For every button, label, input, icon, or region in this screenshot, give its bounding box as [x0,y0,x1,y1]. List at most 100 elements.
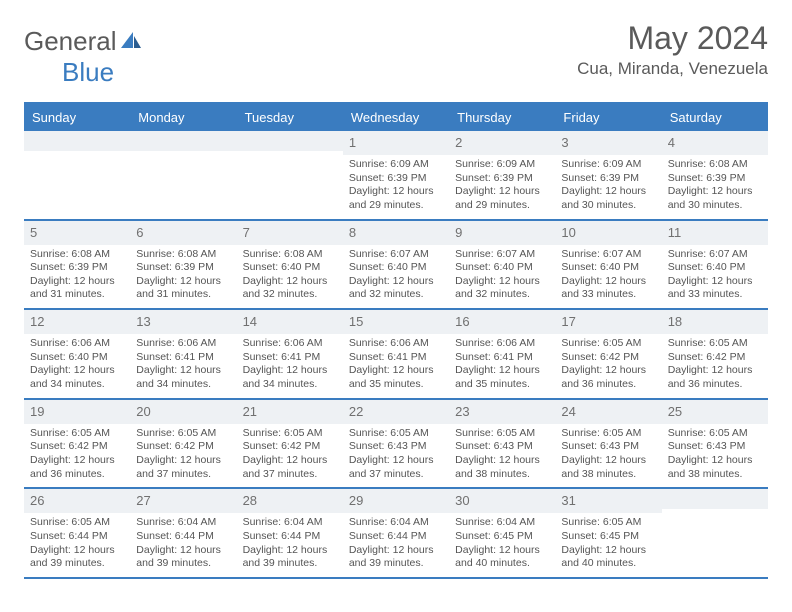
sunset-text: Sunset: 6:40 PM [561,261,655,275]
cell-info: Sunrise: 6:04 AMSunset: 6:44 PMDaylight:… [237,513,343,577]
week-row: 19 Sunrise: 6:05 AMSunset: 6:42 PMDayligh… [24,400,768,490]
daylight-text: Daylight: 12 hours and 37 minutes. [243,454,337,481]
daylight-text: Daylight: 12 hours and 30 minutes. [561,185,655,212]
day-number: 27 [136,493,150,508]
calendar-cell: 18 Sunrise: 6:05 AMSunset: 6:42 PMDayligh… [662,310,768,398]
calendar-cell: 28Sunrise: 6:04 AMSunset: 6:44 PMDayligh… [237,489,343,577]
daynum-row: 26 [24,489,130,513]
day-number: 19 [30,404,44,419]
day-number: 3 [561,135,568,150]
cell-info: Sunrise: 6:05 AMSunset: 6:42 PMDaylight:… [662,334,768,398]
cell-info: Sunrise: 6:04 AMSunset: 6:44 PMDaylight:… [343,513,449,577]
calendar-cell: 6Sunrise: 6:08 AMSunset: 6:39 PMDaylight… [130,221,236,309]
calendar-cell: 7Sunrise: 6:08 AMSunset: 6:40 PMDaylight… [237,221,343,309]
day-number: 30 [455,493,469,508]
daylight-text: Daylight: 12 hours and 32 minutes. [243,275,337,302]
daynum-row [24,131,130,151]
calendar-cell: 22Sunrise: 6:05 AMSunset: 6:43 PMDayligh… [343,400,449,488]
cell-info: Sunrise: 6:05 AMSunset: 6:43 PMDaylight:… [343,424,449,488]
cell-info: Sunrise: 6:04 AMSunset: 6:44 PMDaylight:… [130,513,236,577]
day-header: Thursday [449,104,555,131]
sunrise-text: Sunrise: 6:08 AM [243,248,337,262]
daylight-text: Daylight: 12 hours and 34 minutes. [30,364,124,391]
logo-text-2: Blue [62,57,114,87]
sunrise-text: Sunrise: 6:04 AM [455,516,549,530]
daynum-row: 31 [555,489,661,513]
calendar-cell: 24Sunrise: 6:05 AMSunset: 6:43 PMDayligh… [555,400,661,488]
day-number: 8 [349,225,356,240]
day-number: 21 [243,404,257,419]
daylight-text: Daylight: 12 hours and 32 minutes. [455,275,549,302]
sunset-text: Sunset: 6:40 PM [30,351,124,365]
day-number: 18 [668,314,682,329]
daylight-text: Daylight: 12 hours and 38 minutes. [668,454,762,481]
daynum-row: 17 [555,310,661,334]
daynum-row: 14 [237,310,343,334]
daynum-row: 19 [24,400,130,424]
day-number: 31 [561,493,575,508]
sunrise-text: Sunrise: 6:06 AM [243,337,337,351]
sunrise-text: Sunrise: 6:05 AM [349,427,443,441]
calendar: Sunday Monday Tuesday Wednesday Thursday… [24,102,768,579]
calendar-cell: 23Sunrise: 6:05 AMSunset: 6:43 PMDayligh… [449,400,555,488]
daynum-row: 23 [449,400,555,424]
daylight-text: Daylight: 12 hours and 29 minutes. [455,185,549,212]
calendar-cell: 1Sunrise: 6:09 AMSunset: 6:39 PMDaylight… [343,131,449,219]
calendar-cell: 13Sunrise: 6:06 AMSunset: 6:41 PMDayligh… [130,310,236,398]
day-number: 10 [561,225,575,240]
sunset-text: Sunset: 6:39 PM [668,172,762,186]
sunrise-text: Sunrise: 6:06 AM [136,337,230,351]
day-header: Monday [130,104,236,131]
cell-info: Sunrise: 6:05 AMSunset: 6:45 PMDaylight:… [555,513,661,577]
title-block: May 2024 Cua, Miranda, Venezuela [577,20,768,79]
day-number: 4 [668,135,675,150]
calendar-cell: 17Sunrise: 6:05 AMSunset: 6:42 PMDayligh… [555,310,661,398]
day-number: 15 [349,314,363,329]
sunset-text: Sunset: 6:44 PM [30,530,124,544]
sunrise-text: Sunrise: 6:05 AM [561,427,655,441]
day-number: 26 [30,493,44,508]
calendar-cell: 10 Sunrise: 6:07 AMSunset: 6:40 PMDayligh… [555,221,661,309]
daynum-row: 12 [24,310,130,334]
cell-info: Sunrise: 6:09 AMSunset: 6:39 PMDaylight:… [555,155,661,219]
daynum-row: 1 [343,131,449,155]
sunrise-text: Sunrise: 6:05 AM [455,427,549,441]
cell-info: Sunrise: 6:08 AMSunset: 6:39 PMDaylight:… [662,155,768,219]
sunset-text: Sunset: 6:42 PM [668,351,762,365]
week-row: 5Sunrise: 6:08 AMSunset: 6:39 PMDaylight… [24,221,768,311]
day-number: 1 [349,135,356,150]
daynum-row: 3 [555,131,661,155]
daylight-text: Daylight: 12 hours and 40 minutes. [455,544,549,571]
day-header: Friday [555,104,661,131]
calendar-cell: 30Sunrise: 6:04 AMSunset: 6:45 PMDayligh… [449,489,555,577]
day-header-row: Sunday Monday Tuesday Wednesday Thursday… [24,104,768,131]
sunrise-text: Sunrise: 6:05 AM [561,337,655,351]
daylight-text: Daylight: 12 hours and 40 minutes. [561,544,655,571]
calendar-cell: 3 Sunrise: 6:09 AMSunset: 6:39 PMDaylight… [555,131,661,219]
daylight-text: Daylight: 12 hours and 34 minutes. [243,364,337,391]
daynum-row: 4 [662,131,768,155]
cell-info: Sunrise: 6:05 AMSunset: 6:43 PMDaylight:… [555,424,661,488]
cell-info: Sunrise: 6:07 AMSunset: 6:40 PMDaylight:… [555,245,661,309]
sunrise-text: Sunrise: 6:05 AM [136,427,230,441]
calendar-cell: 26Sunrise: 6:05 AMSunset: 6:44 PMDayligh… [24,489,130,577]
daylight-text: Daylight: 12 hours and 30 minutes. [668,185,762,212]
calendar-cell: 5Sunrise: 6:08 AMSunset: 6:39 PMDaylight… [24,221,130,309]
sunset-text: Sunset: 6:40 PM [243,261,337,275]
daynum-row: 24 [555,400,661,424]
cell-info: Sunrise: 6:05 AMSunset: 6:43 PMDaylight:… [449,424,555,488]
daynum-row [237,131,343,151]
sunset-text: Sunset: 6:43 PM [561,440,655,454]
sunset-text: Sunset: 6:42 PM [561,351,655,365]
cell-info: Sunrise: 6:05 AMSunset: 6:42 PMDaylight:… [237,424,343,488]
day-number: 25 [668,404,682,419]
calendar-cell: 16Sunrise: 6:06 AMSunset: 6:41 PMDayligh… [449,310,555,398]
logo: General Blue [24,26,143,88]
calendar-cell [130,131,236,219]
daylight-text: Daylight: 12 hours and 38 minutes. [455,454,549,481]
cell-info: Sunrise: 6:08 AMSunset: 6:39 PMDaylight:… [24,245,130,309]
cell-info: Sunrise: 6:07 AMSunset: 6:40 PMDaylight:… [662,245,768,309]
sunrise-text: Sunrise: 6:07 AM [349,248,443,262]
calendar-cell: 9Sunrise: 6:07 AMSunset: 6:40 PMDaylight… [449,221,555,309]
sunrise-text: Sunrise: 6:05 AM [561,516,655,530]
